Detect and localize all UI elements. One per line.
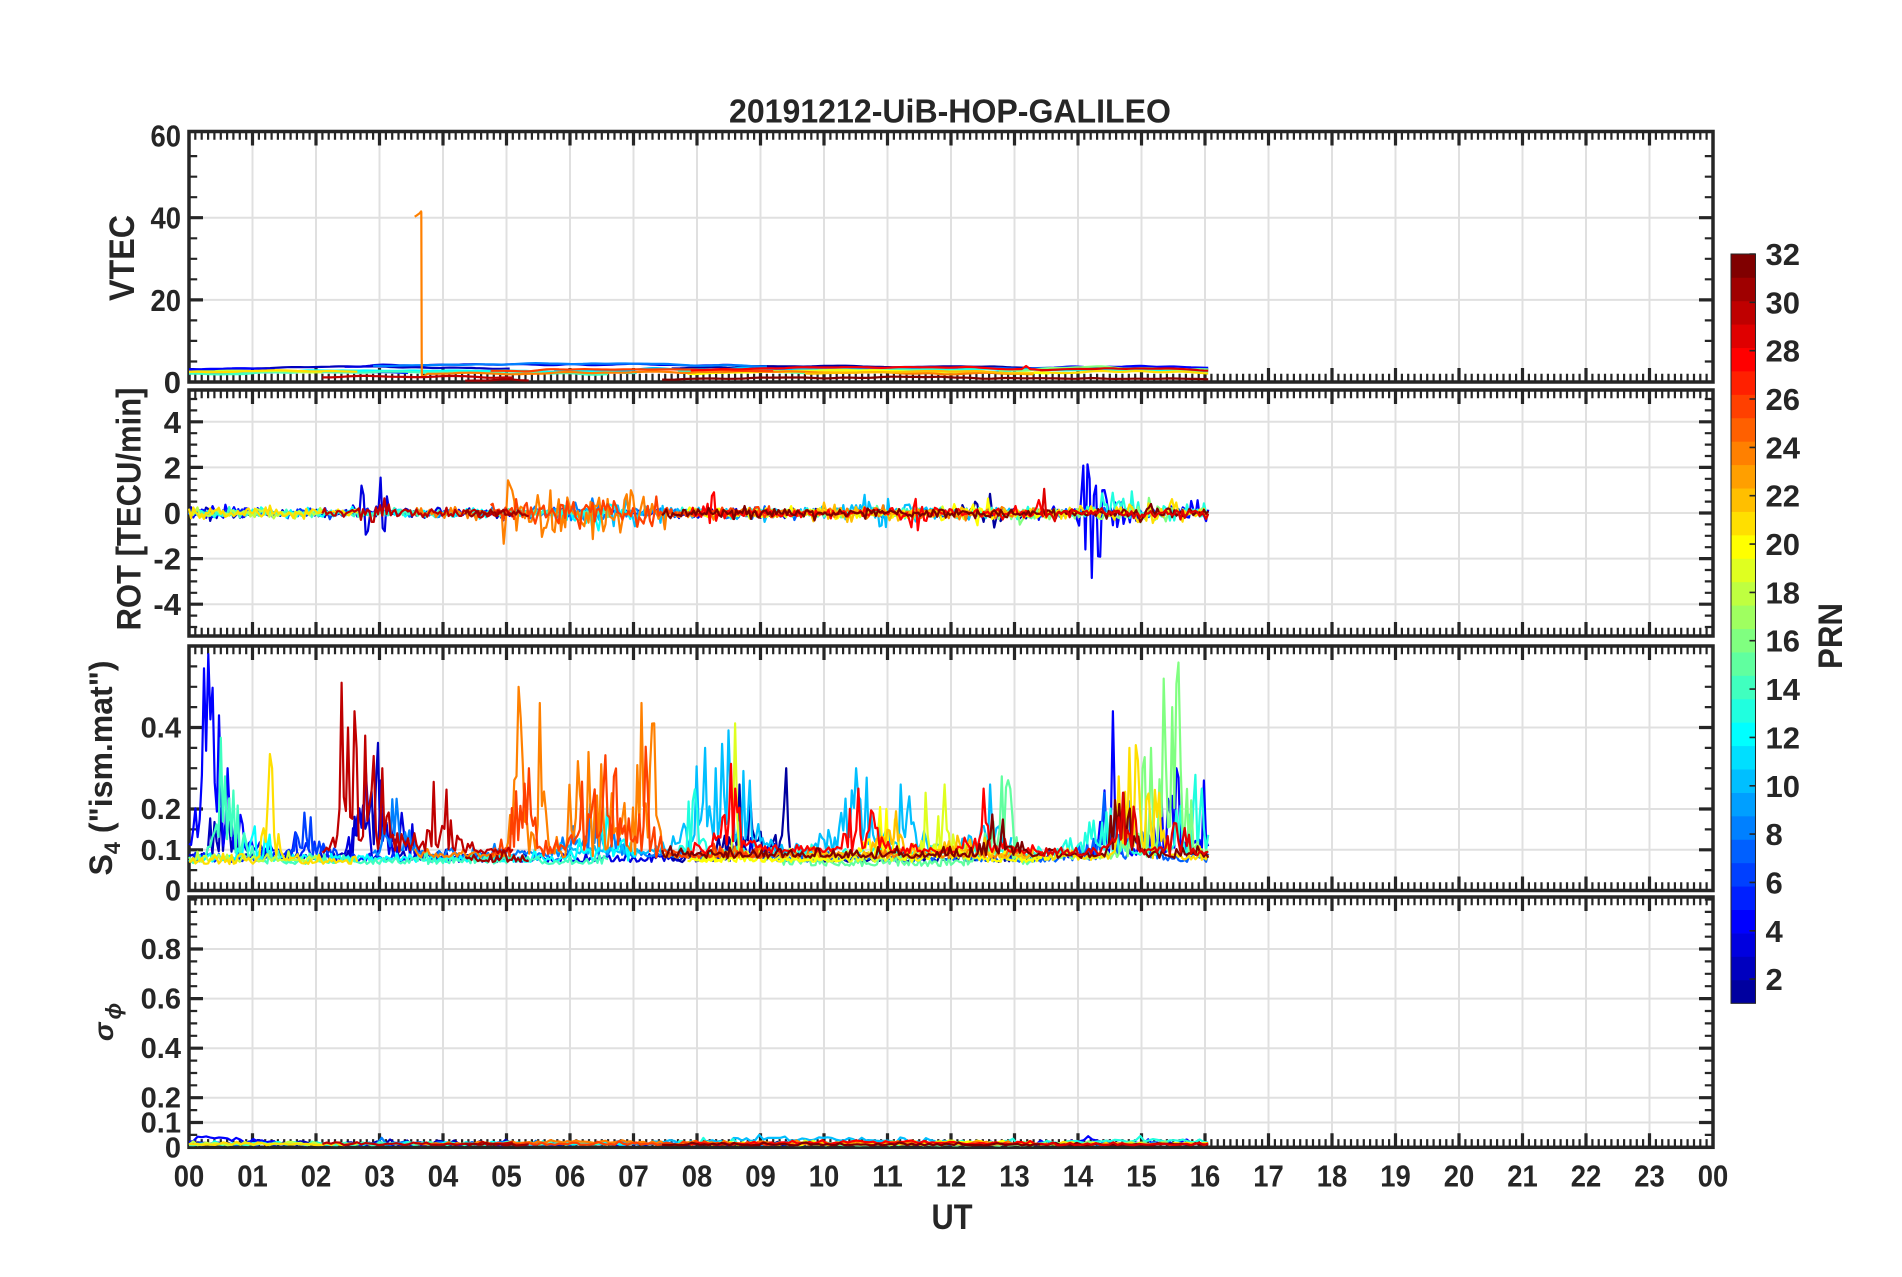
- svg-text:09: 09: [745, 1159, 776, 1194]
- svg-text:PRN: PRN: [1812, 603, 1850, 669]
- svg-text:04: 04: [428, 1159, 459, 1194]
- svg-text:0.8: 0.8: [141, 934, 181, 966]
- svg-text:0.2: 0.2: [141, 1083, 181, 1115]
- svg-text:-4: -4: [153, 587, 181, 622]
- svg-text:0.6: 0.6: [141, 984, 181, 1016]
- svg-text:8: 8: [1766, 817, 1783, 852]
- svg-text:20: 20: [1766, 527, 1800, 562]
- svg-text:02: 02: [301, 1159, 332, 1194]
- svg-text:19: 19: [1380, 1159, 1411, 1194]
- svg-text:40: 40: [151, 201, 182, 236]
- svg-text:10: 10: [809, 1159, 840, 1194]
- svg-text:05: 05: [491, 1159, 522, 1194]
- svg-text:2: 2: [164, 450, 181, 485]
- svg-text:17: 17: [1253, 1159, 1284, 1194]
- svg-text:14: 14: [1766, 672, 1801, 707]
- svg-text:60: 60: [151, 119, 182, 154]
- svg-text:16: 16: [1766, 624, 1800, 659]
- svg-text:ROT [TECU/min]: ROT [TECU/min]: [111, 388, 149, 631]
- svg-text:15: 15: [1126, 1159, 1157, 1194]
- svg-text:08: 08: [682, 1159, 713, 1194]
- svg-text:18: 18: [1317, 1159, 1348, 1194]
- svg-text:26: 26: [1766, 382, 1800, 417]
- svg-text:4: 4: [164, 405, 182, 440]
- svg-text:0.1: 0.1: [141, 1108, 181, 1140]
- svg-text:07: 07: [618, 1159, 649, 1194]
- svg-text:0.2: 0.2: [141, 794, 181, 826]
- svg-text:14: 14: [1063, 1159, 1094, 1194]
- svg-text:06: 06: [555, 1159, 586, 1194]
- svg-text:22: 22: [1571, 1159, 1602, 1194]
- svg-text:0.1: 0.1: [141, 835, 181, 867]
- svg-text:20191212-UiB-HOP-GALILEO: 20191212-UiB-HOP-GALILEO: [729, 93, 1171, 130]
- svg-text:24: 24: [1766, 430, 1801, 465]
- svg-text:S4 ("ism.mat"): S4 ("ism.mat"): [83, 660, 125, 875]
- svg-text:23: 23: [1634, 1159, 1665, 1194]
- svg-text:0.4: 0.4: [141, 1033, 181, 1065]
- svg-text:0: 0: [164, 365, 181, 400]
- svg-text:01: 01: [237, 1159, 268, 1194]
- svg-text:16: 16: [1190, 1159, 1221, 1194]
- svg-text:03: 03: [364, 1159, 395, 1194]
- svg-text:28: 28: [1766, 334, 1800, 369]
- svg-text:30: 30: [1766, 285, 1800, 320]
- svg-text:13: 13: [999, 1159, 1030, 1194]
- svg-text:0.4: 0.4: [141, 713, 181, 745]
- svg-text:11: 11: [872, 1159, 903, 1194]
- svg-text:6: 6: [1766, 865, 1783, 900]
- svg-text:0: 0: [165, 876, 181, 908]
- svg-text:20: 20: [1444, 1159, 1475, 1194]
- svg-text:0: 0: [164, 496, 181, 531]
- svg-text:32: 32: [1766, 237, 1800, 272]
- svg-text:22: 22: [1766, 479, 1800, 514]
- svg-text:4: 4: [1766, 914, 1784, 949]
- svg-text:0: 0: [165, 1132, 181, 1164]
- svg-text:12: 12: [936, 1159, 967, 1194]
- svg-text:2: 2: [1766, 962, 1783, 997]
- svg-text:12: 12: [1766, 720, 1800, 755]
- svg-text:20: 20: [151, 283, 182, 318]
- svg-text:18: 18: [1766, 575, 1800, 610]
- svg-text:VTEC: VTEC: [103, 215, 142, 301]
- svg-text:-2: -2: [153, 542, 181, 577]
- svg-text:00: 00: [1698, 1159, 1729, 1194]
- svg-text:10: 10: [1766, 769, 1800, 804]
- svg-text:21: 21: [1507, 1159, 1538, 1194]
- svg-text:UT: UT: [932, 1198, 973, 1237]
- svg-text:00: 00: [174, 1159, 205, 1194]
